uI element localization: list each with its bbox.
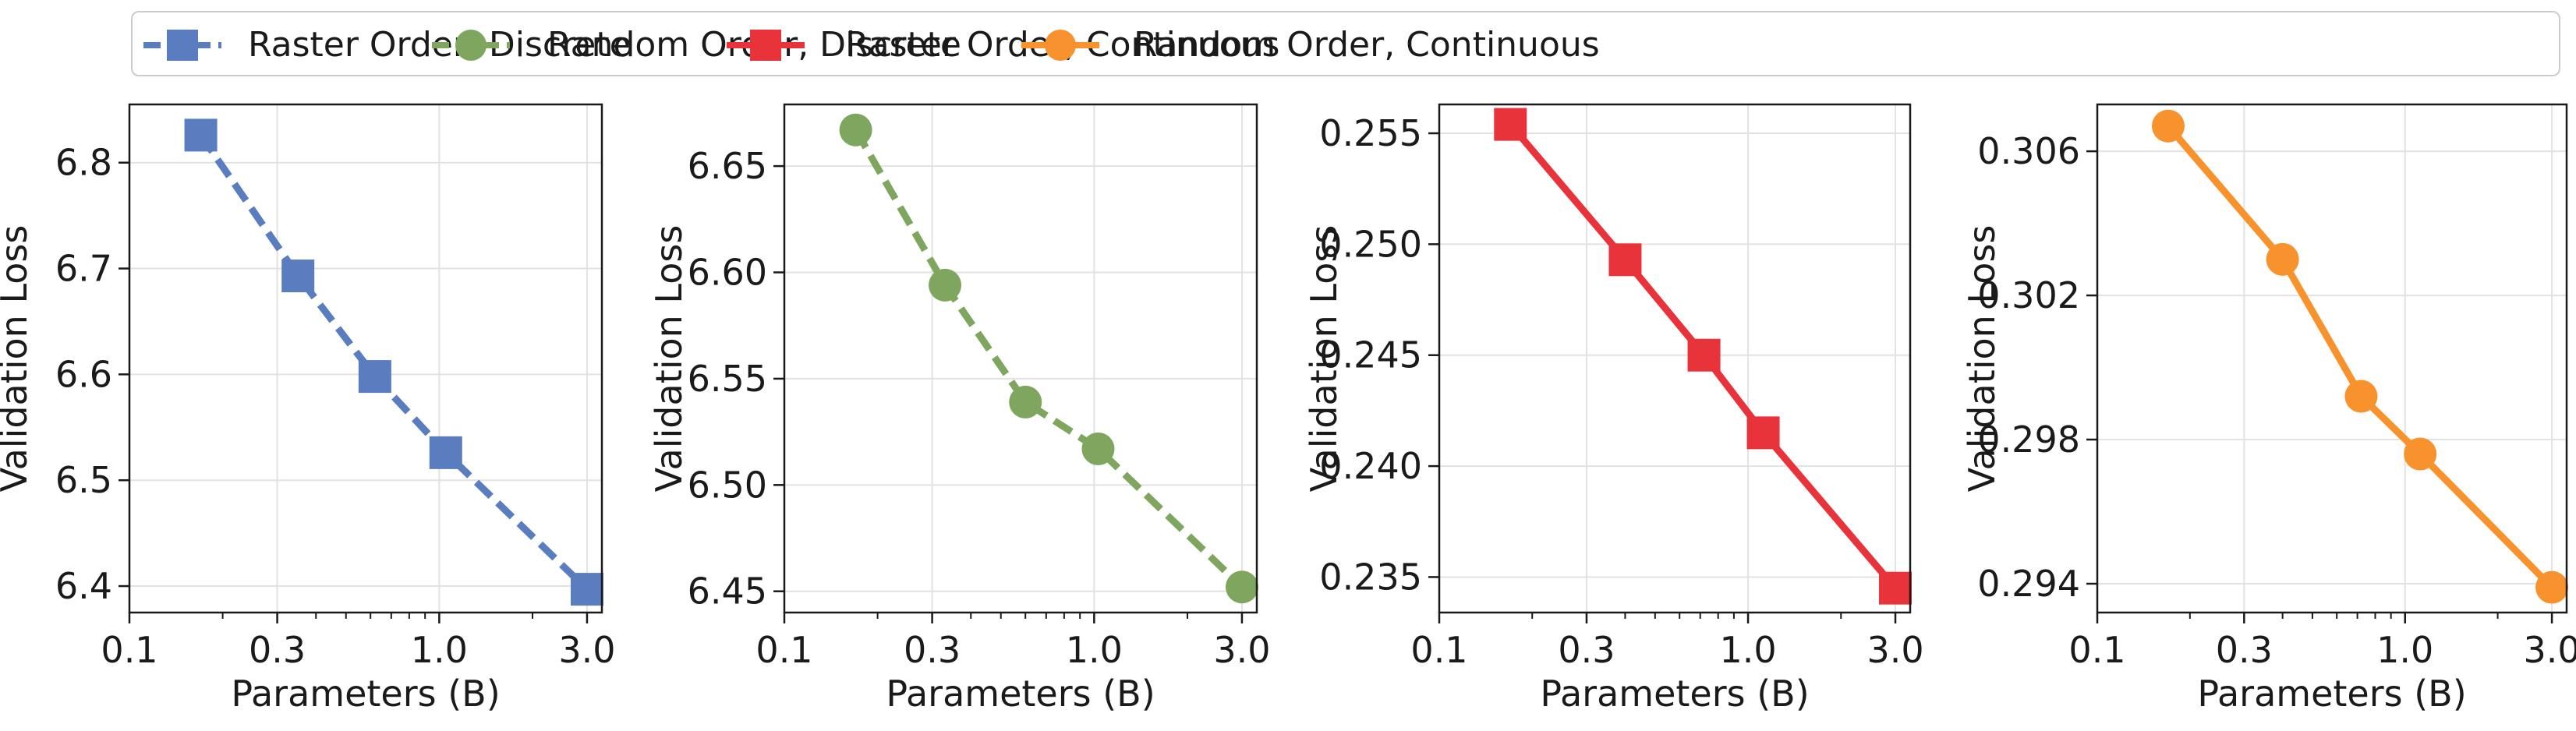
data-point [2404,437,2437,471]
y-tick-label: 0.240 [1319,445,1422,487]
data-point [570,573,603,606]
x-tick-label: 0.3 [249,629,306,671]
x-axis-label: Parameters (B) [231,673,500,715]
x-tick-label: 3.0 [558,629,615,671]
data-point [1494,108,1527,141]
data-point [1225,570,1258,604]
x-tick-label: 1.0 [2376,629,2433,671]
plot-frame [2096,103,2568,614]
x-tick-label: 0.3 [1558,629,1615,671]
y-axis-label: Validation Loss [1303,225,1345,493]
plot-frame [128,103,603,614]
chart-4: 0.1 0.3 1.0 3.0 0.294 0.298 0.302 0.306 Paramete… [1961,103,2576,715]
data-point [184,118,218,152]
legend-entry-4: Random Order, Continuous [1021,25,1600,65]
y-tick-label: 6.4 [55,565,112,607]
legend-label: Random Order, Continuous [1134,25,1600,65]
plot-frame [1438,103,1912,614]
data-point [2344,380,2378,413]
y-tick-label: 6.65 [688,145,767,187]
x-tick-label: 0.3 [904,629,961,671]
data-point [2151,109,2185,143]
data-point [429,436,462,469]
plot-frame [783,103,1258,614]
chart-3: 0.1 0.3 1.0 3.0 0.235 0.240 0.245 0.250 0.255 Par… [1303,103,1924,715]
legend-marker [750,30,781,61]
y-tick-label: 0.245 [1319,334,1422,376]
data-point [839,113,872,147]
x-tick-label: 0.1 [1410,629,1467,671]
data-point [2266,242,2299,276]
y-tick-label: 6.6 [55,353,112,395]
x-tick-label: 3.0 [1213,629,1270,671]
y-tick-label: 0.294 [1977,563,2080,605]
x-axis-label: Parameters (B) [1540,673,1809,715]
legend-marker [455,30,487,61]
y-tick-label: 0.306 [1977,130,2080,172]
y-tick-label: 0.302 [1977,274,2080,316]
y-tick-label: 6.50 [688,464,767,506]
plot-background [1439,104,1910,613]
x-tick-label: 3.0 [1867,629,1923,671]
series-line [852,128,1245,590]
y-tick-label: 6.55 [688,358,767,400]
data-point [1746,416,1780,450]
data-point [1687,338,1721,372]
data-point [281,260,315,293]
x-tick-label: 1.0 [1066,629,1123,671]
data-point [358,360,391,394]
y-axis-label: Validation Loss [1961,225,2003,493]
chart-1: 0.1 0.3 1.0 3.0 6.4 6.5 6.6 6.7 6.8 Parameters (B… [0,103,616,715]
plot-background [784,104,1257,613]
x-tick-label: 0.3 [2216,629,2273,671]
y-axis-label: Validation Loss [648,225,690,493]
y-tick-label: 0.298 [1977,418,2080,461]
data-point [1009,385,1042,418]
legend-marker [167,30,198,61]
y-tick-label: 0.250 [1319,223,1422,265]
y-tick-label: 6.45 [688,570,767,613]
y-tick-label: 6.8 [55,142,112,184]
x-axis-label: Parameters (B) [2197,673,2466,715]
y-tick-label: 6.7 [55,248,112,290]
x-tick-label: 0.1 [2068,629,2125,671]
y-tick-label: 6.60 [688,252,767,294]
x-tick-label: 0.1 [755,629,812,671]
y-axis-label: Validation Loss [0,225,35,493]
chart-2: 0.1 0.3 1.0 3.0 6.45 6.50 6.55 6.60 6.65 Paramete… [648,103,1271,715]
y-tick-label: 0.235 [1319,556,1422,598]
data-point [1081,432,1115,465]
data-point [929,268,962,302]
data-point [2535,570,2569,604]
x-tick-label: 3.0 [2524,629,2576,671]
y-tick-label: 6.5 [55,459,112,501]
data-point [1608,243,1642,277]
x-axis-label: Parameters (B) [886,673,1155,715]
data-point [1879,571,1913,605]
x-tick-label: 0.1 [101,629,157,671]
x-tick-label: 1.0 [1719,629,1776,671]
x-tick-label: 1.0 [411,629,468,671]
plot-background [2097,104,2567,613]
y-tick-label: 0.255 [1319,112,1422,154]
legend-marker [1045,30,1076,61]
